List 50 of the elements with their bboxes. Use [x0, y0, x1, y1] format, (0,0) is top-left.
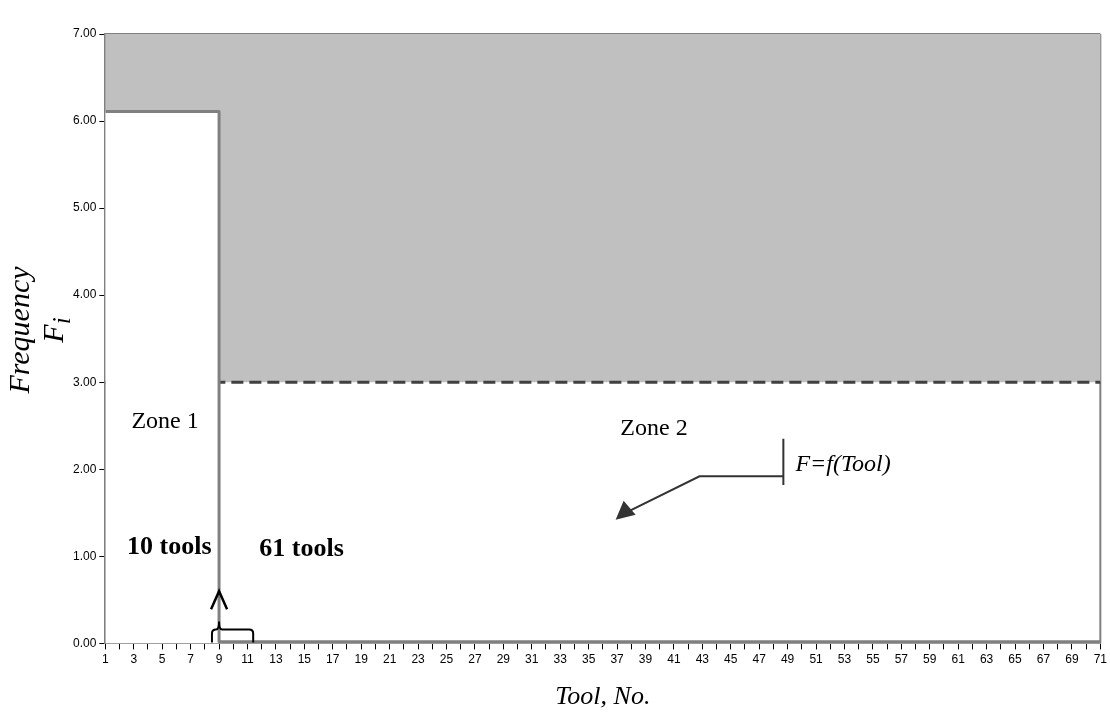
- x-tick-label: 1: [102, 651, 110, 666]
- x-tick-label: 53: [837, 651, 852, 666]
- annotation: Zone 2: [620, 413, 688, 441]
- x-tick-label: 49: [780, 651, 795, 666]
- x-tick-label: 33: [553, 651, 568, 666]
- y-tick-label: 0.00: [73, 635, 97, 650]
- x-tick-label: 15: [297, 651, 312, 666]
- x-tick-label: 55: [866, 651, 880, 666]
- x-tick-label: 39: [638, 651, 653, 666]
- x-tick-label: 41: [667, 651, 681, 666]
- x-tick-label: 59: [923, 651, 937, 666]
- x-tick-label: 63: [979, 651, 994, 666]
- y-tick-label: 5.00: [73, 200, 97, 215]
- x-tick-label: 61: [951, 651, 966, 666]
- x-tick-label: 19: [354, 651, 369, 666]
- x-tick-label: 9: [215, 651, 223, 666]
- x-tick-label: 23: [411, 651, 426, 666]
- x-tick-label: 3: [130, 651, 138, 666]
- x-tick-label: 51: [809, 651, 824, 666]
- x-tick-label: 17: [326, 651, 340, 666]
- y-tick-label: 2.00: [73, 461, 97, 476]
- x-tick-label: 47: [752, 651, 767, 666]
- x-tick-label: 11: [241, 651, 255, 666]
- x-tick-label: 57: [894, 651, 909, 666]
- x-tick-label: 67: [1036, 651, 1051, 666]
- x-tick-label: 65: [1008, 651, 1023, 666]
- x-tick-label: 5: [158, 651, 166, 666]
- y-tick-label: 3.00: [73, 374, 97, 389]
- x-tick-label: 71: [1093, 651, 1108, 666]
- x-tick-label: 21: [382, 651, 397, 666]
- annotation: Zone 1: [131, 406, 199, 434]
- x-tick-label: 35: [581, 651, 596, 666]
- x-tick-label: 13: [269, 651, 283, 666]
- x-tick-label: 37: [610, 651, 625, 666]
- x-tick-label: 7: [187, 651, 195, 666]
- x-tick-label: 31: [525, 651, 539, 666]
- annotation: 61 tools: [259, 532, 344, 563]
- x-tick-label: 25: [439, 651, 454, 666]
- x-tick-label: 27: [468, 651, 482, 666]
- y-tick-label: 6.00: [73, 113, 97, 128]
- x-axis-title: Tool, No.: [555, 681, 651, 711]
- y-tick-label: 4.00: [73, 287, 97, 302]
- x-tick-label: 29: [496, 651, 511, 666]
- x-tick-label: 43: [695, 651, 710, 666]
- y-tick-label: 1.00: [73, 548, 97, 563]
- x-tick-label: 45: [724, 651, 738, 666]
- annotation: 10 tools: [127, 530, 212, 561]
- x-tick-label: 69: [1065, 651, 1079, 666]
- annotation: F=f(Tool): [795, 449, 891, 477]
- y-tick-label: 7.00: [73, 26, 97, 41]
